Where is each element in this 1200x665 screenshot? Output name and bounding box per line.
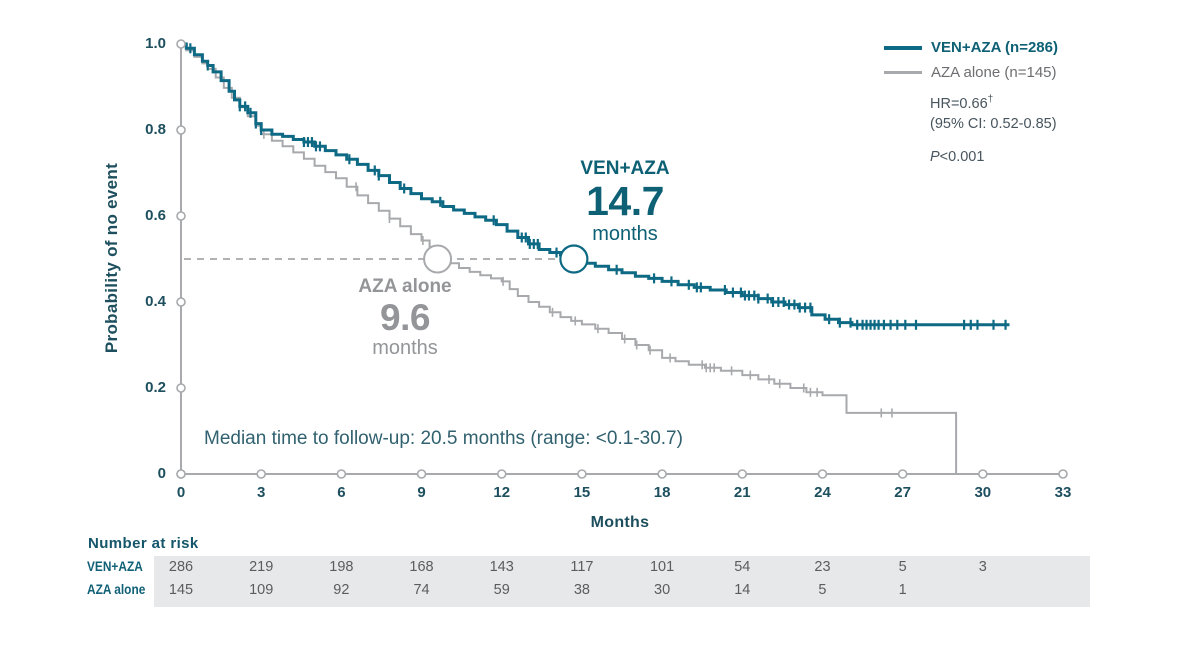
x-axis-tick-circle: [256, 469, 266, 479]
risk-count: 5: [818, 582, 827, 598]
x-axis-tick-circle: [496, 469, 507, 479]
x-tick-label: 24: [814, 484, 831, 501]
dagger-footnote-marker: †: [987, 94, 994, 105]
y-tick-label: 0.6: [145, 207, 166, 224]
x-tick-label: 3: [257, 484, 266, 501]
ven-aza-survival-curve: [181, 42, 1010, 327]
risk-count: 219: [249, 559, 274, 575]
y-axis-tick-circle: [176, 39, 186, 49]
risk-count: 286: [168, 559, 194, 575]
risk-row-label-ven-aza: VEN+AZA: [87, 559, 143, 574]
x-axis-tick-circle: [737, 469, 748, 479]
risk-count: 3: [978, 559, 987, 575]
x-tick-label: 30: [974, 484, 992, 501]
risk-count: 54: [734, 559, 751, 575]
x-axis-title: Months: [590, 514, 650, 531]
ven-aza-median-circle: [559, 244, 589, 274]
ven-aza-median-annotation: VEN+AZA 14.7 months: [540, 159, 710, 244]
x-tick-label: 12: [493, 484, 511, 501]
risk-count: 1: [898, 582, 907, 598]
median-followup-note: Median time to follow-up: 20.5 months (r…: [204, 428, 683, 449]
y-axis-title: Probability of no event: [102, 162, 121, 354]
risk-count: 38: [573, 582, 590, 598]
ven-aza-line-swatch: [884, 45, 922, 50]
risk-count: 198: [329, 559, 354, 575]
y-axis-tick-circle: [176, 469, 186, 479]
x-tick-label: 21: [733, 484, 751, 501]
y-tick-label: 0.8: [145, 121, 166, 138]
confidence-interval-text: (95% CI: 0.52-0.85): [930, 115, 1057, 132]
risk-count: 109: [249, 582, 274, 598]
x-axis-tick-circle: [817, 469, 828, 479]
legend-label-ven-aza: VEN+AZA (n=286): [931, 39, 1058, 56]
number-at-risk-title: Number at risk: [88, 535, 199, 552]
aza-alone-annotation-label: AZA alone: [358, 276, 452, 297]
x-axis-tick-circle: [657, 469, 667, 479]
x-tick-label: 33: [1054, 484, 1072, 501]
y-axis-tick-circle: [176, 211, 186, 221]
y-axis-tick-circle: [176, 383, 186, 393]
risk-count: 23: [814, 559, 831, 575]
aza-alone-line-swatch: [884, 71, 922, 74]
x-tick-label: 27: [894, 484, 911, 501]
risk-count: 92: [333, 582, 350, 598]
x-tick-label: 15: [573, 484, 591, 501]
x-tick-label: 6: [337, 484, 346, 501]
p-value-text: P<0.001: [930, 149, 985, 165]
x-axis-tick-circle: [897, 469, 908, 479]
legend-item-aza-alone: AZA alone (n=145): [884, 64, 1057, 81]
aza-alone-median-value: 9.6: [380, 297, 430, 338]
risk-count: 101: [649, 559, 675, 575]
aza-alone-median-annotation: AZA alone 9.6 months: [320, 277, 490, 358]
y-tick-label: 0: [157, 465, 166, 482]
number-at-risk-band: [154, 556, 1090, 607]
risk-row-label-aza-alone: AZA alone: [87, 582, 146, 597]
risk-count: 74: [413, 582, 430, 598]
legend-label-aza-alone: AZA alone (n=145): [931, 64, 1057, 81]
x-axis-tick-circle: [336, 469, 347, 479]
ven-aza-median-unit: months: [592, 223, 658, 245]
risk-count: 5: [898, 559, 907, 575]
legend-item-ven-aza: VEN+AZA (n=286): [884, 39, 1058, 56]
risk-count: 168: [409, 559, 434, 575]
x-axis-tick-circle: [1058, 469, 1068, 479]
risk-count: 59: [493, 582, 510, 598]
aza-alone-median-circle: [423, 244, 453, 274]
x-axis-tick-circle: [416, 469, 427, 479]
y-axis-tick-circle: [176, 125, 186, 135]
aza-alone-median-unit: months: [372, 337, 438, 359]
risk-count: 143: [489, 559, 514, 575]
y-tick-label: 0.2: [145, 379, 166, 396]
x-tick-label: 18: [653, 484, 671, 501]
ven-aza-median-value: 14.7: [586, 178, 664, 224]
y-tick-label: 1.0: [145, 35, 166, 52]
x-axis-tick-circle: [978, 469, 988, 479]
hazard-ratio-block: HR=0.66† (95% CI: 0.52-0.85): [930, 93, 1057, 134]
x-axis-tick-circle: [577, 469, 587, 479]
risk-count: 117: [570, 559, 594, 575]
x-tick-label: 9: [417, 484, 426, 501]
risk-count: 145: [168, 582, 194, 598]
y-tick-label: 0.4: [145, 293, 166, 310]
risk-count: 30: [654, 582, 671, 598]
x-tick-label: 0: [176, 484, 186, 501]
hazard-ratio-text: HR=0.66†: [930, 94, 994, 112]
y-axis-tick-circle: [176, 297, 186, 307]
ven-aza-annotation-label: VEN+AZA: [580, 158, 670, 179]
risk-count: 14: [734, 582, 751, 598]
